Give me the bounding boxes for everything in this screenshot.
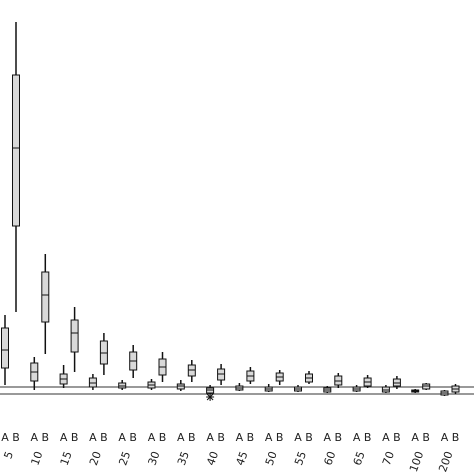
subgroup-label: A [1,431,9,444]
subgroup-label: A [441,431,449,444]
box [41,271,50,323]
box [12,74,20,227]
subgroup-label: A [294,431,302,444]
x-tick-label: 25 [116,450,133,468]
subgroup-label: A [353,431,361,444]
subgroup-label: B [305,431,313,444]
subgroup-label: A [177,431,185,444]
x-tick-label: 65 [351,450,368,468]
subgroup-label: A [118,431,126,444]
subgroup-label: A [31,431,39,444]
subgroup-label: B [452,431,460,444]
x-tick-label: 15 [58,450,75,468]
subgroup-label: B [422,431,430,444]
outlier [206,393,215,401]
subgroup-label: A [236,431,244,444]
subgroup-label: B [364,431,372,444]
subgroup-label: A [89,431,97,444]
subgroup-label: B [335,431,343,444]
subgroup-label: B [42,431,50,444]
subgroup-label: B [100,431,108,444]
x-tick-label: 35 [175,450,192,468]
x-tick-label: 60 [321,450,338,468]
subgroup-label: B [188,431,196,444]
x-tick-label: 20 [87,450,104,468]
subgroup-label: B [247,431,255,444]
subgroup-label: A [411,431,419,444]
x-tick-label: 10 [28,450,45,468]
subgroup-label: B [159,431,167,444]
subgroup-label: A [60,431,68,444]
subgroup-label: B [393,431,401,444]
subgroup-label: A [206,431,214,444]
subgroup-label: A [265,431,273,444]
subgroup-label: A [382,431,390,444]
subgroup-label: B [276,431,284,444]
subgroup-label: B [129,431,137,444]
x-tick-label: 30 [146,450,163,468]
box [1,327,9,369]
subgroup-label: B [71,431,79,444]
x-tick-label: 100 [407,450,426,474]
box [70,319,79,353]
x-tick-label: 200 [436,450,455,474]
subgroup-label: B [12,431,20,444]
subgroup-label: A [148,431,156,444]
x-tick-label: 50 [263,450,280,468]
x-tick-label: 70 [380,450,397,468]
x-tick-label: 45 [234,450,251,468]
x-tick-label: 5 [2,450,17,461]
subgroup-label: A [324,431,332,444]
x-tick-label: 40 [204,450,221,468]
x-tick-label: 55 [292,450,309,468]
subgroup-label: B [217,431,225,444]
